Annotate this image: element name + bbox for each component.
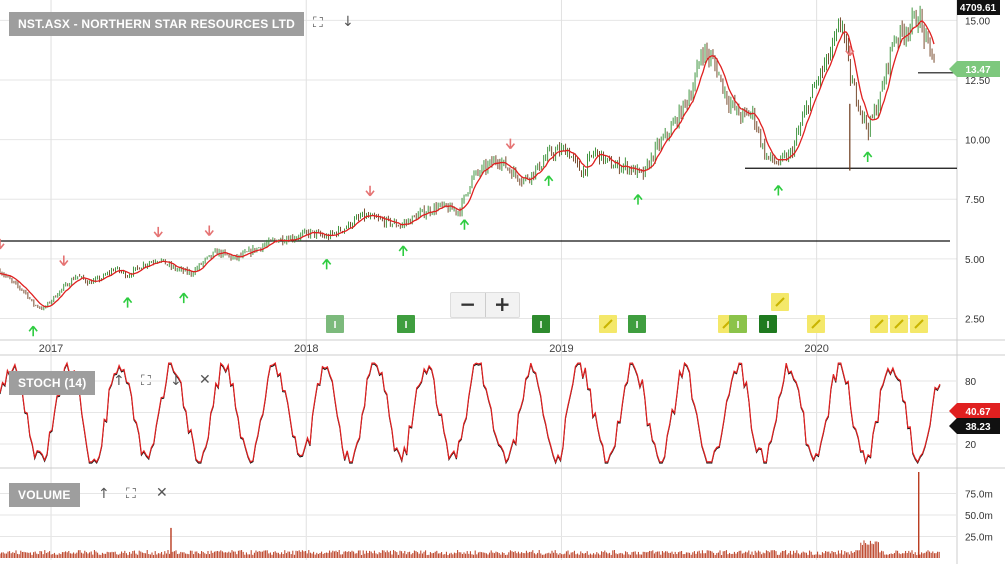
top-value-tag: 4709.61 <box>960 3 997 14</box>
moving-average-line <box>0 19 935 308</box>
volume-panel-title: VOLUME <box>9 483 80 507</box>
buy-signal-arrow <box>863 151 873 163</box>
stoch-d-tag: 38.23 <box>965 422 990 433</box>
event-badge <box>397 315 415 333</box>
move-up-icon[interactable]: ↑ <box>113 373 125 389</box>
price-y-axis: 2.50 5.00 7.50 10.00 12.50 15.00 <box>965 16 990 325</box>
buy-signal-arrow <box>459 219 470 230</box>
expand-icon[interactable]: ⛶ <box>126 486 136 502</box>
zoom-in-button[interactable]: + <box>484 293 520 317</box>
buy-signal-arrow <box>544 175 554 186</box>
sell-signal-arrow <box>153 226 163 238</box>
event-badge-label: I <box>767 320 770 331</box>
pencil-icon <box>811 319 821 329</box>
zoom-out-button[interactable]: − <box>459 292 477 316</box>
sell-signal-arrow <box>365 185 375 197</box>
buy-signal-arrow <box>773 184 783 196</box>
last-price-tag: 13.47 <box>965 65 990 76</box>
buy-signal-arrow <box>398 245 408 256</box>
stoch-tick-label: 20 <box>965 440 977 451</box>
value-tags: 4709.61 13.47 40.67 38.23 <box>949 0 1000 434</box>
pencil-icon <box>914 319 924 329</box>
sell-signal-arrow <box>845 45 855 57</box>
volume-tick-label: 50.0m <box>965 511 993 522</box>
buy-signal-arrow <box>322 258 332 270</box>
move-up-icon[interactable]: ↑ <box>98 486 110 502</box>
event-badge-label: I <box>540 320 543 331</box>
stoch-panel-title: STOCH (14) <box>9 371 96 395</box>
price-tick-label: 15.00 <box>965 16 990 27</box>
pencil-icon <box>603 319 613 329</box>
event-badge-label: I <box>405 320 408 331</box>
expand-icon[interactable]: ⛶ <box>141 373 151 389</box>
year-tick-label: 2020 <box>804 343 828 355</box>
price-tick-label: 2.50 <box>965 315 985 326</box>
event-badge-label: I <box>334 320 337 331</box>
close-icon[interactable]: ✕ <box>199 372 211 388</box>
buy-signal-arrow <box>28 325 38 337</box>
top-value-tag-bg <box>957 0 1000 15</box>
stoch-k-line <box>0 361 941 465</box>
event-badge <box>532 315 550 333</box>
event-badge-label: I <box>636 320 639 331</box>
price-tick-label: 10.00 <box>965 136 990 147</box>
buy-signal-arrow <box>633 194 643 205</box>
price-series <box>0 5 935 311</box>
volume-tick-label: 75.0m <box>965 490 993 501</box>
buy-signal-arrow <box>122 297 133 308</box>
price-tick-label: 12.50 <box>965 76 990 87</box>
pencil-icon <box>894 319 904 329</box>
expand-icon[interactable]: ⛶ <box>313 15 323 31</box>
support-lines <box>0 72 957 242</box>
event-badge <box>759 315 777 333</box>
move-down-icon[interactable]: ↓ <box>170 373 182 389</box>
zoom-controls: − + <box>450 292 520 318</box>
buy-signal-arrow <box>179 292 189 304</box>
stoch-d-tag-bg <box>949 418 1000 434</box>
event-badge <box>729 315 747 333</box>
event-badge-label: I <box>737 320 740 331</box>
price-tick-label: 7.50 <box>965 195 985 206</box>
volume-panel: 25.0m 50.0m 75.0m <box>0 472 993 558</box>
sell-signal-arrow <box>204 225 214 236</box>
last-price-tag-bg <box>949 61 1000 77</box>
stoch-tick-label: 80 <box>965 377 977 388</box>
price-tick-label: 5.00 <box>965 255 985 266</box>
pencil-icon <box>775 297 785 307</box>
stochastic-panel: 205080 <box>0 361 977 465</box>
close-icon[interactable]: ✕ <box>156 485 168 501</box>
time-x-axis: 2017 2018 2019 2020 <box>39 343 829 355</box>
year-tick-label: 2017 <box>39 343 63 355</box>
sell-signal-arrow <box>505 138 516 150</box>
sell-signal-arrow <box>59 255 69 267</box>
sell-signal-arrow <box>0 238 5 250</box>
pencil-icon <box>874 319 884 329</box>
stoch-k-tag: 40.67 <box>965 407 990 418</box>
year-tick-label: 2019 <box>549 343 573 355</box>
event-badge <box>326 315 344 333</box>
stoch-k-tag-bg <box>949 403 1000 419</box>
year-tick-label: 2018 <box>294 343 318 355</box>
download-icon[interactable]: ↓ <box>342 14 354 30</box>
price-panel-title: NST.ASX - NORTHERN STAR RESOURCES LTD <box>9 12 304 36</box>
volume-tick-label: 25.0m <box>965 533 993 544</box>
event-badge <box>628 315 646 333</box>
